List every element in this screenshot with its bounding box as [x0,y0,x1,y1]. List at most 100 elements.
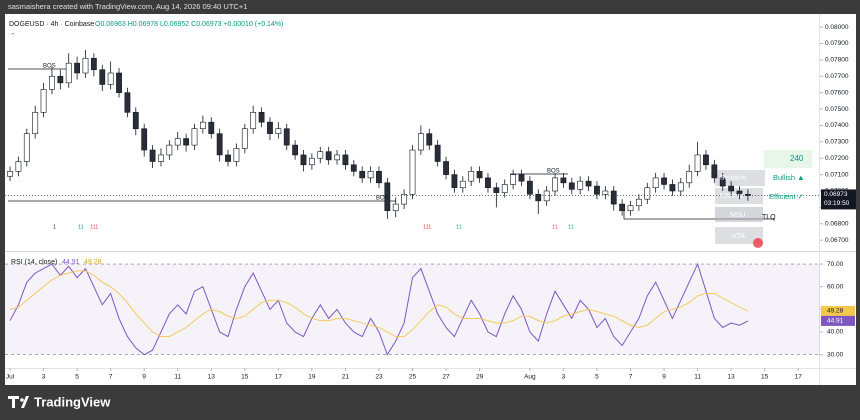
candle-body [677,182,684,192]
candle-body [728,185,735,192]
annotation: BOS [547,169,560,175]
candle-body [57,75,64,84]
candle-body [535,193,542,202]
x-tick-label: 29 [476,374,484,381]
x-tick-label: 5 [75,374,79,381]
candle-body [661,177,667,185]
annotation: TLQ [762,214,776,221]
x-tick-label: 7 [629,374,633,381]
annotation: 1 [53,224,56,230]
candle-body [443,161,449,175]
rsi-value-badge [821,305,855,316]
candle-body [703,154,709,166]
candle-body [99,69,106,85]
candle-body [619,203,626,211]
candle-body [317,151,324,159]
countdown: 03:19:50 [824,200,850,207]
y-tick-label: 0.07300 [825,139,849,146]
candle-body [267,121,273,134]
candle-body [367,171,374,179]
x-tick-label: 7 [109,374,113,381]
candle-body [602,190,609,195]
candle-body [7,171,13,177]
rsi-line [9,262,749,356]
candle-body [451,174,458,189]
rsi-value-badge [821,315,855,326]
candle-body [283,128,290,146]
candle-body [635,198,642,207]
annotation: 11 [568,224,574,230]
x-tick-label: 13 [208,374,216,381]
y-tick-label: 0.07700 [825,73,849,80]
candle-body [325,151,332,161]
zone-boxes [715,150,812,248]
y-tick-label: 0.07900 [825,40,849,47]
candle-body [711,164,718,179]
candle-body [409,149,416,195]
y-tick-label: 0.08000 [825,24,849,31]
candle-body [568,182,575,190]
candle-body [183,138,190,146]
candle-body [149,149,156,162]
y-tick-label: 0.07600 [825,89,849,96]
candle-body [401,193,408,205]
annotation: 11 [552,224,558,230]
y-tick-label: 0.06800 [825,220,849,227]
y-tick-label: 70.00 [827,261,844,268]
header: sasmaishera created with TradingView.com… [8,2,247,11]
candle-body [40,89,47,113]
y-tick-label: 0.07500 [825,106,849,113]
ohlc-info: O0.06963 H0.06978 L0.06952 C0.06973 +0.0… [95,21,283,28]
main-pane: 0.067000.068000.069000.070000.071000.072… [5,24,856,381]
candle-body [132,112,139,130]
chart-area [5,14,856,385]
candle-body [334,154,340,161]
candle-body [74,62,81,74]
candle-body [250,112,257,130]
footer [0,385,860,420]
candle-body [459,180,466,189]
candle-body [744,193,751,196]
last-price-label: 0.06973 [824,191,848,198]
x-tick-label: 21 [342,374,350,381]
candle-body [476,171,483,179]
footer-brand: TradingView [34,394,111,409]
annotation: Bullish ▲ [773,173,805,182]
annotation: VTA [732,233,745,240]
candle-body [392,203,399,211]
y-tick-label: 0.07800 [825,57,849,64]
candle-body [485,177,491,189]
collapse-icon[interactable]: ⌃ [10,32,16,40]
candle-body [166,144,173,156]
y-tick-label: 0.07400 [825,122,849,129]
y-tick-label: 0.07100 [825,171,849,178]
candle-body [627,205,634,211]
candle-body [350,164,357,172]
candle-body [686,171,693,184]
rsi-value-label: 49.28 [827,308,844,315]
candle-body [241,128,248,149]
y-tick-label: 60.00 [827,283,844,290]
footer-logo [8,396,29,408]
candle-body [141,128,148,151]
annotation: 11 [78,224,84,230]
candle-body [501,184,508,193]
candle-body [65,62,72,84]
candle-body [376,171,382,184]
x-tick-label: 11 [694,374,701,381]
candle-body [258,112,265,123]
annotation: Efficient [720,193,743,200]
candle-body [652,177,659,189]
annotation: BOS [376,196,389,202]
candle-body [107,72,114,85]
candle-body [417,133,424,151]
candle-body [644,187,651,200]
candle-body [15,161,22,172]
candle-body [560,177,567,184]
candle-body [124,92,131,113]
x-tick-label: 13 [728,374,736,381]
candle-body [23,133,30,162]
